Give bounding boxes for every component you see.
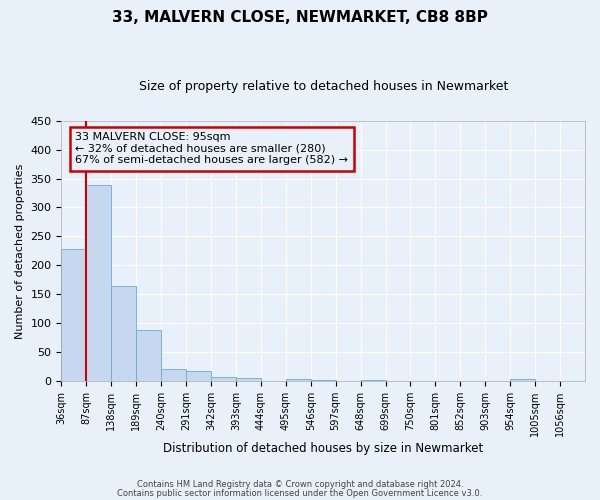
Title: Size of property relative to detached houses in Newmarket: Size of property relative to detached ho… — [139, 80, 508, 93]
Bar — [86, 186, 111, 382]
Y-axis label: Number of detached properties: Number of detached properties — [15, 164, 25, 338]
Text: 33 MALVERN CLOSE: 95sqm
← 32% of detached houses are smaller (280)
67% of semi-d: 33 MALVERN CLOSE: 95sqm ← 32% of detache… — [75, 132, 348, 166]
Text: 33, MALVERN CLOSE, NEWMARKET, CB8 8BP: 33, MALVERN CLOSE, NEWMARKET, CB8 8BP — [112, 10, 488, 25]
Bar — [211, 378, 236, 382]
Bar — [111, 286, 136, 382]
Bar — [311, 380, 335, 382]
Bar — [361, 380, 386, 382]
Bar — [286, 379, 311, 382]
Bar — [236, 378, 261, 382]
Bar — [161, 368, 186, 382]
Text: Contains HM Land Registry data © Crown copyright and database right 2024.: Contains HM Land Registry data © Crown c… — [137, 480, 463, 489]
Bar — [136, 330, 161, 382]
X-axis label: Distribution of detached houses by size in Newmarket: Distribution of detached houses by size … — [163, 442, 484, 455]
Text: Contains public sector information licensed under the Open Government Licence v3: Contains public sector information licen… — [118, 488, 482, 498]
Bar — [61, 249, 86, 382]
Bar — [510, 379, 535, 382]
Bar — [186, 371, 211, 382]
